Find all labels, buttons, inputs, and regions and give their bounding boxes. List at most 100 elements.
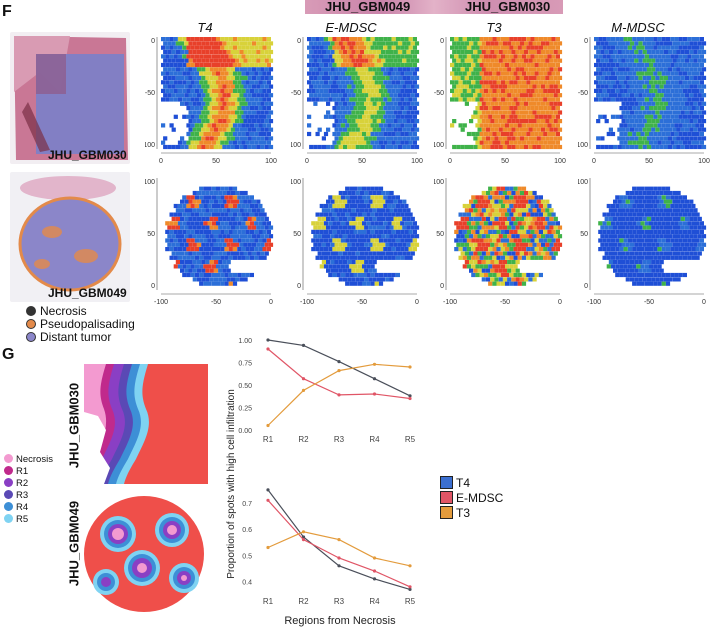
- heatmap-cell: [513, 88, 518, 93]
- heatmap-cell: [349, 212, 354, 217]
- heatmap-cell: [513, 186, 518, 191]
- region-legend-item: R5: [4, 514, 53, 526]
- heatmap-cell: [473, 136, 478, 141]
- heatmap-cell: [632, 37, 637, 42]
- heatmap-cell: [674, 140, 679, 145]
- heatmap-cell: [663, 110, 668, 115]
- heatmap-cell: [237, 88, 242, 93]
- heatmap-cell: [177, 221, 183, 226]
- heatmap-cell: [224, 281, 229, 286]
- tissue-label-gbm030: JHU_GBM030: [48, 148, 127, 162]
- heatmap-cell: [235, 199, 240, 204]
- heatmap-cell: [315, 71, 320, 76]
- heatmap-cell: [343, 84, 348, 89]
- heatmap-cell: [205, 136, 210, 141]
- heatmap-cell: [381, 190, 386, 196]
- heatmap-cell: [366, 247, 371, 252]
- series-point: [372, 569, 377, 573]
- heatmap-cell: [621, 58, 626, 63]
- heatmap-cell: [615, 80, 620, 85]
- heatmap-cell: [197, 93, 202, 98]
- heatmap-cell: [211, 221, 216, 226]
- heatmap-cell: [376, 127, 381, 132]
- heatmap-cell: [519, 93, 524, 98]
- heatmap-cell: [330, 225, 335, 230]
- heatmap-cell: [262, 71, 267, 76]
- heatmap-cell: [207, 203, 212, 209]
- heatmap-cell: [613, 199, 618, 204]
- heatmap-cell: [642, 58, 647, 63]
- heatmap-cell: [475, 131, 480, 137]
- heatmap-cell: [398, 41, 403, 46]
- heatmap-cell: [473, 67, 478, 72]
- heatmap-cell: [404, 238, 409, 243]
- heatmap-cell: [315, 255, 320, 260]
- heatmap-cell: [623, 54, 628, 59]
- heatmap-cell: [638, 199, 643, 204]
- heatmap-cell: [408, 37, 413, 42]
- x-tick-label: R2: [298, 435, 309, 444]
- heatmap-cell: [678, 123, 683, 128]
- heatmap-cell: [606, 97, 611, 102]
- heatmap-cell: [387, 80, 392, 85]
- heatmap-cell: [534, 140, 539, 145]
- heatmap-cell: [685, 84, 690, 89]
- heatmap-cell: [203, 272, 208, 278]
- heatmap-cell: [615, 114, 620, 119]
- heatmap-cell: [211, 62, 216, 68]
- heatmap-cell: [243, 190, 248, 196]
- y-tick-label: 0: [151, 38, 155, 45]
- heatmap-cell: [500, 140, 505, 145]
- heatmap-cell: [492, 186, 497, 191]
- heatmap-cell: [687, 221, 692, 226]
- heatmap-cell: [192, 110, 197, 115]
- heatmap-cell: [551, 80, 556, 85]
- heatmap-cell: [387, 71, 392, 76]
- heatmap-cell: [359, 127, 365, 132]
- heatmap-cell: [646, 84, 652, 89]
- heatmap-cell: [691, 80, 696, 85]
- heatmap-cell: [252, 136, 257, 141]
- tissue-label-gbm049: JHU_GBM049: [48, 286, 127, 300]
- heatmap-cell: [695, 238, 700, 243]
- heatmap-cell: [366, 203, 371, 209]
- heatmap-cell: [338, 216, 343, 221]
- heatmap-cell: [258, 54, 263, 59]
- heatmap-cell: [163, 58, 168, 63]
- heatmap-cell: [372, 84, 377, 89]
- heatmap-cell: [345, 131, 350, 137]
- heatmap-cell: [355, 127, 360, 132]
- heatmap-cell: [175, 208, 180, 213]
- heatmap-cell: [336, 123, 341, 128]
- heatmap-cell: [541, 251, 546, 256]
- region-swatch: [4, 502, 13, 511]
- heatmap-cell: [549, 119, 554, 124]
- heatmap-cell: [209, 119, 214, 124]
- heatmap-cell: [197, 234, 202, 239]
- heatmap-cell: [471, 229, 476, 234]
- heatmap-cell: [454, 247, 459, 252]
- heatmap-cell: [517, 238, 522, 243]
- heatmap-cell: [687, 247, 692, 252]
- heatmap-cell: [642, 101, 647, 106]
- heatmap-cell: [216, 272, 221, 278]
- heatmap-cell: [498, 49, 503, 55]
- heatmap-cell: [334, 101, 339, 106]
- heatmap-cell: [528, 127, 533, 132]
- heatmap-cell: [507, 119, 512, 124]
- heatmap-cell: [636, 203, 641, 209]
- heatmap-cell: [309, 67, 314, 72]
- heatmap-cell: [340, 229, 345, 234]
- heatmap-cell: [492, 255, 497, 260]
- heatmap-cell: [241, 114, 246, 119]
- heatmap-cell: [226, 127, 231, 132]
- heatmap-cell: [602, 54, 607, 59]
- heatmap-cell: [400, 212, 405, 217]
- heatmap-cell: [557, 41, 563, 46]
- heatmap-cell: [180, 75, 185, 80]
- heatmap-cell: [521, 255, 527, 260]
- heatmap-cell: [551, 37, 556, 42]
- heatmap-cell: [488, 238, 493, 243]
- heatmap-cell: [672, 75, 677, 80]
- heatmap-cell: [458, 229, 463, 234]
